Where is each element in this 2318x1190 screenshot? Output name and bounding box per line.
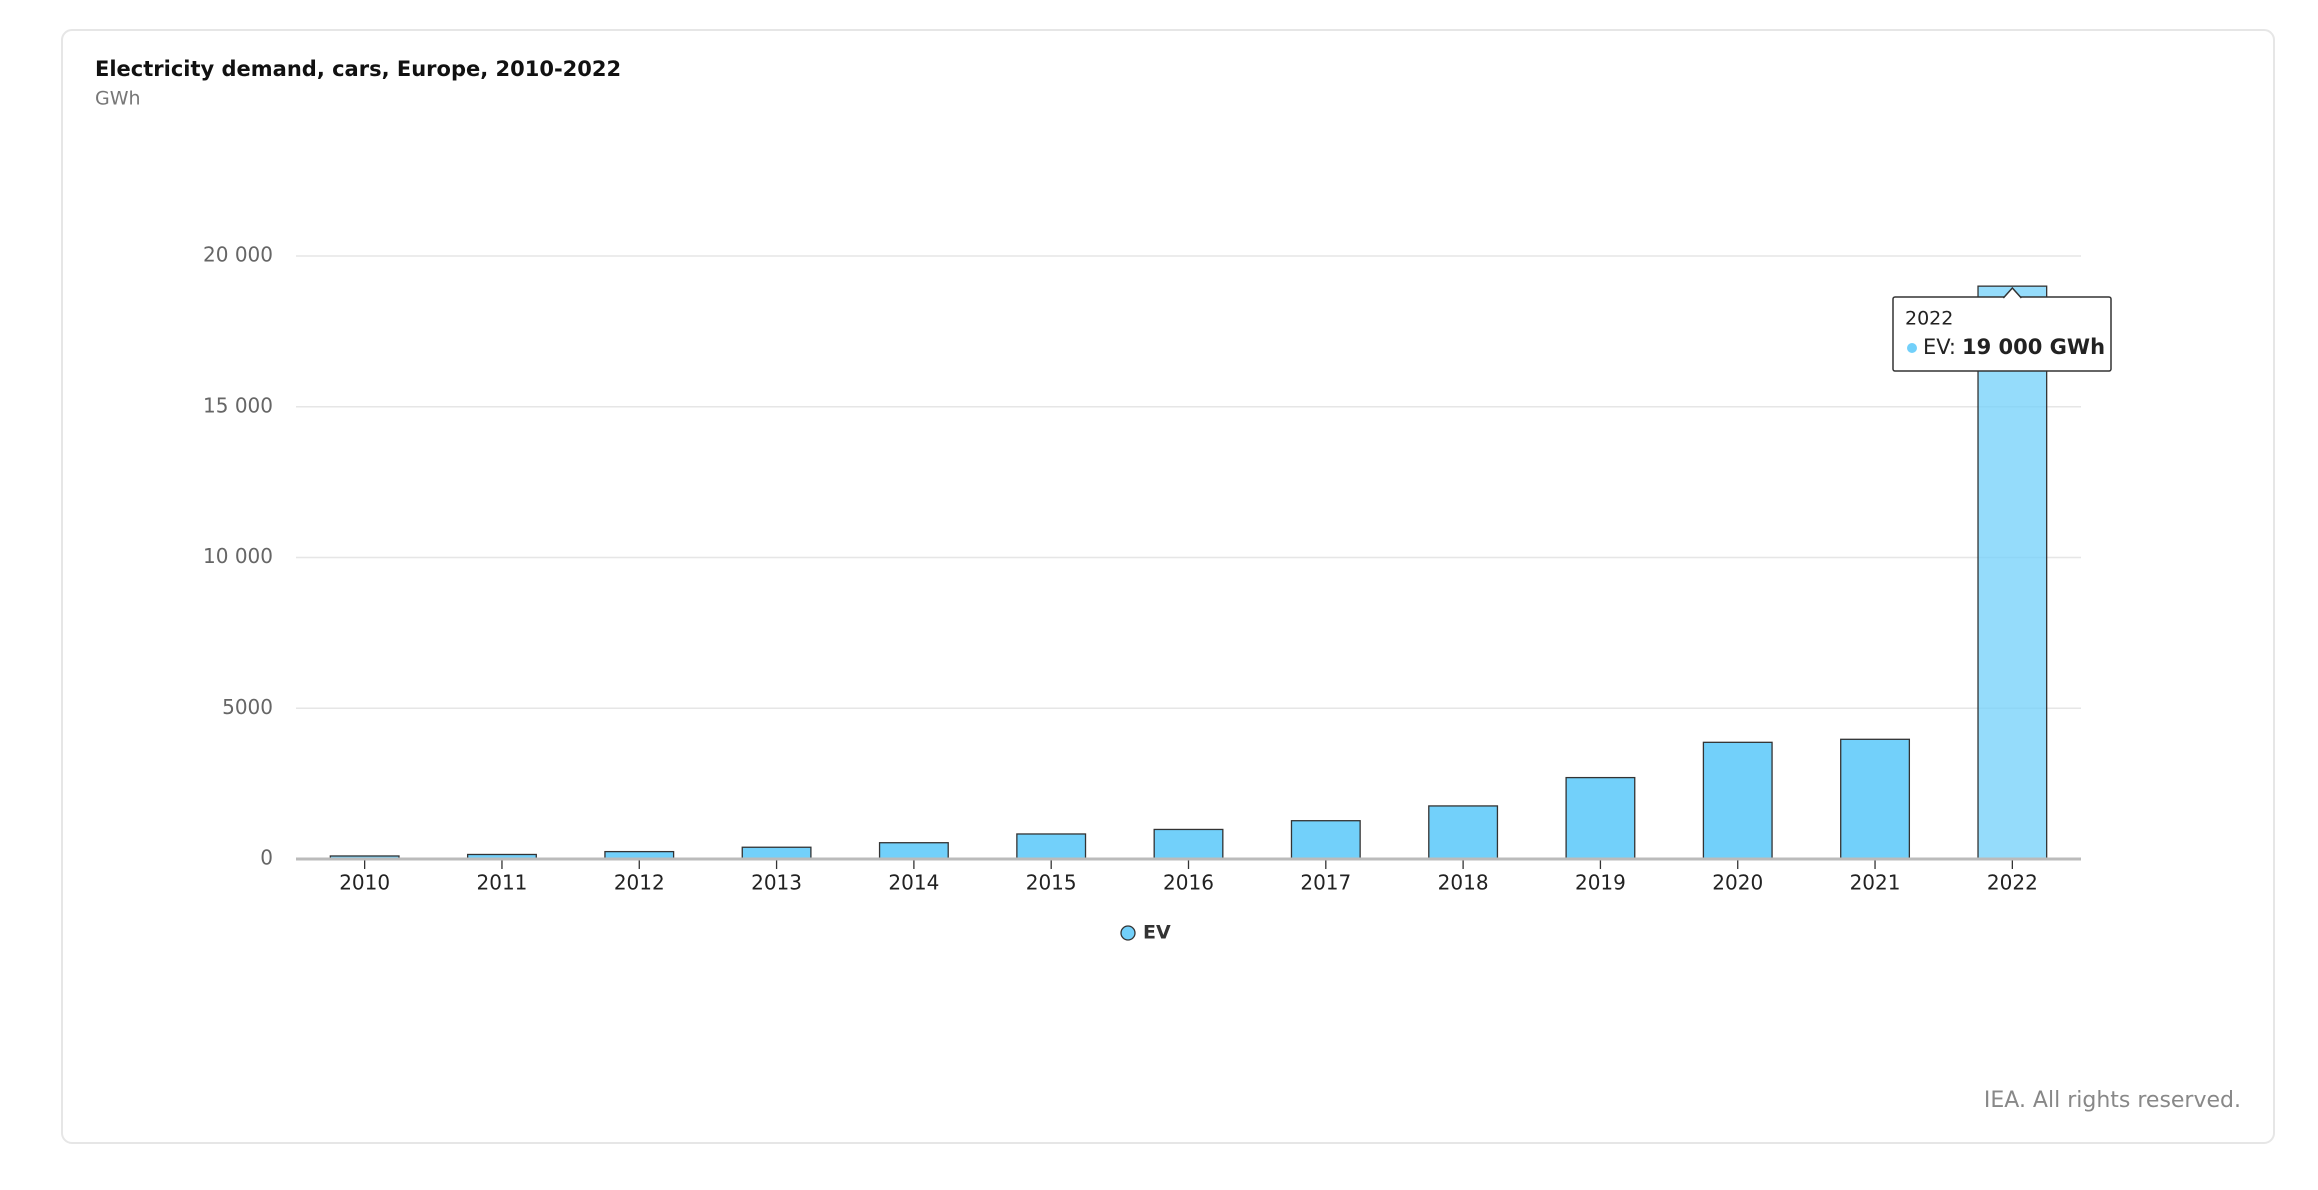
y-tick-label: 10 000 — [203, 544, 273, 568]
bar — [741, 846, 812, 860]
y-tick-label: 15 000 — [203, 393, 273, 417]
bar — [1290, 820, 1361, 860]
bar — [1153, 828, 1224, 860]
x-tick-label: 2018 — [1438, 871, 1489, 895]
bar — [1016, 833, 1087, 860]
y-tick-label: 0 — [260, 846, 273, 870]
x-tick-label: 2013 — [751, 871, 802, 895]
bar — [1702, 741, 1773, 860]
card — [61, 29, 2275, 1144]
x-tick-label: 2019 — [1575, 871, 1626, 895]
x-tick-label: 2022 — [1987, 871, 2038, 895]
y-tick-label: 20 000 — [203, 243, 273, 267]
chart-title: Electricity demand, cars, Europe, 2010-2… — [95, 57, 621, 81]
bar — [1977, 285, 2048, 860]
legend-label: EV — [1143, 922, 1171, 944]
tooltip-text: EV: 19 000 GWh — [1923, 335, 2105, 359]
legend-swatch — [1120, 925, 1136, 941]
tooltip-pointer — [2002, 286, 2022, 299]
x-tick-label: 2011 — [477, 871, 528, 895]
chart-subtitle: GWh — [95, 88, 141, 110]
tooltip-box — [1892, 296, 2112, 372]
x-tick-label: 2021 — [1850, 871, 1901, 895]
tooltip-label: EV: — [1923, 335, 1956, 359]
x-tick-label: 2017 — [1300, 871, 1351, 895]
tooltip-swatch — [1907, 343, 1917, 353]
x-tick-label: 2015 — [1026, 871, 1077, 895]
x-tick-label: 2014 — [888, 871, 939, 895]
y-tick-label: 5000 — [222, 695, 273, 719]
tooltip-category: 2022 — [1905, 308, 1953, 330]
x-tick-label: 2010 — [339, 871, 390, 895]
x-tick-label: 2012 — [614, 871, 665, 895]
bar — [1840, 738, 1911, 860]
x-tick-label: 2020 — [1712, 871, 1763, 895]
bar — [878, 842, 949, 860]
tooltip-value: 19 000 GWh — [1962, 335, 2105, 359]
footer: IEA. All rights reserved. — [1984, 1088, 2241, 1113]
bar — [1565, 776, 1636, 860]
bar — [1428, 805, 1499, 860]
x-tick-label: 2016 — [1163, 871, 1214, 895]
